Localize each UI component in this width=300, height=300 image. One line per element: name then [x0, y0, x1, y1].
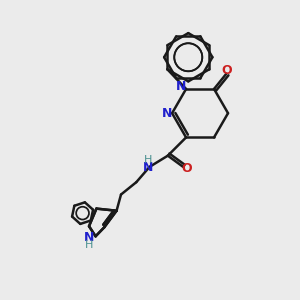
- Text: H: H: [85, 239, 93, 250]
- Text: H: H: [144, 155, 152, 165]
- Text: O: O: [222, 64, 232, 76]
- Text: N: N: [84, 231, 94, 244]
- Text: N: N: [143, 161, 153, 174]
- Text: O: O: [181, 162, 192, 175]
- Text: N: N: [176, 80, 186, 93]
- Text: N: N: [162, 107, 172, 120]
